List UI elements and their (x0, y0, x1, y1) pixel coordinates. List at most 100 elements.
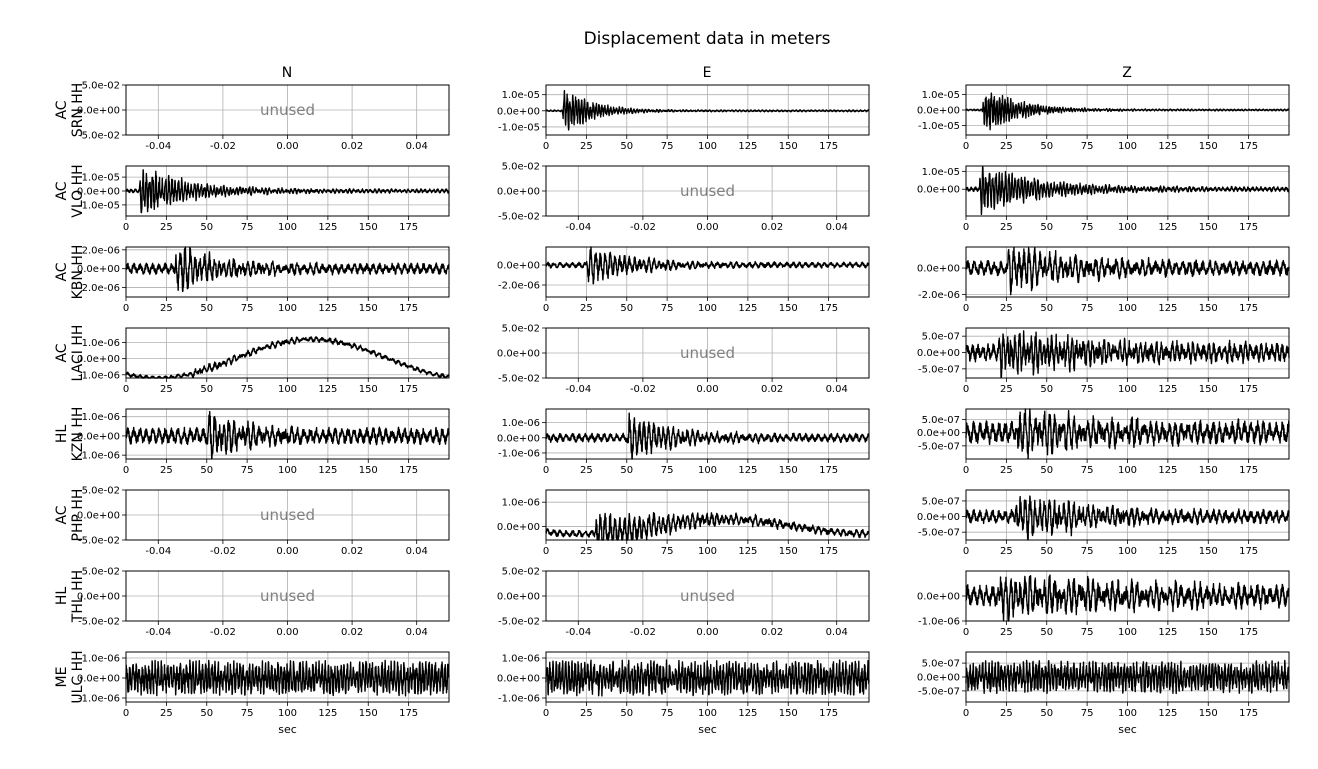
x-tick-label: 25 (1000, 627, 1013, 638)
seismogram-trace (965, 166, 1290, 216)
x-tick-label: 100 (278, 708, 297, 719)
seismogram-trace (545, 246, 870, 285)
y-tick-label: 0.0e+00 (497, 261, 540, 272)
x-tick-label: 150 (359, 222, 378, 233)
y-tick-label: 2.0e-06 (82, 245, 120, 256)
y-tick-label: 0.0e+00 (497, 674, 540, 685)
x-tick-label: 100 (698, 303, 717, 314)
x-tick-label: 25 (1000, 546, 1013, 557)
station-label-line: THL HH (70, 570, 86, 623)
x-tick-label: 25 (580, 141, 593, 152)
column-title-e: E (703, 65, 712, 81)
panel-z-4: 0 25 50 75 100 125 150 175 5.0e-07 0.0e+00 -5.0e-0… (917, 408, 1290, 476)
x-tick-label: 175 (1239, 303, 1258, 314)
panel-n-0: -0.04 -0.02 0.00 0.02 0.04 5.0e-02 0.0e+00 -5.0… (77, 81, 450, 152)
y-tick-label: 0.0e+00 (917, 512, 960, 523)
column-title-n: N (282, 65, 292, 81)
y-tick-label: -5.0e-07 (918, 364, 960, 375)
y-tick-label: -2.0e-06 (918, 290, 960, 301)
y-tick-label: -5.0e-07 (918, 528, 960, 539)
station-label-line: ME (54, 667, 70, 688)
y-tick-label: 5.0e-02 (82, 486, 120, 497)
x-tick-label: 25 (160, 384, 173, 395)
seismogram-trace (965, 659, 1290, 695)
panel-e-6: -0.04 -0.02 0.00 0.02 0.04 5.0e-02 0.0e+00 -5.0… (497, 567, 870, 638)
x-tick-label: 175 (399, 465, 418, 476)
x-tick-label: 150 (359, 303, 378, 314)
x-tick-label: 125 (1158, 708, 1177, 719)
x-tick-label: 0 (543, 708, 549, 719)
x-tick-label: 125 (738, 303, 757, 314)
x-tick-label: 125 (1158, 465, 1177, 476)
x-tick-label: 100 (278, 465, 297, 476)
x-tick-label: 75 (1081, 465, 1094, 476)
seismogram-trace (965, 574, 1290, 622)
seismogram-trace (125, 659, 450, 697)
x-tick-label: 150 (359, 708, 378, 719)
x-tick-label: 150 (1199, 708, 1218, 719)
x-tick-label: 0.04 (406, 141, 428, 152)
x-tick-label: 0.00 (696, 384, 718, 395)
x-tick-label: 50 (1040, 141, 1053, 152)
panel-z-5: 0 25 50 75 100 125 150 175 5.0e-07 0.0e+00 -5.0e-0… (917, 489, 1290, 557)
x-tick-label: 25 (160, 465, 173, 476)
x-tick-label: 175 (1239, 546, 1258, 557)
x-tick-label: 150 (779, 465, 798, 476)
y-tick-label: 5.0e-02 (82, 81, 120, 92)
x-tick-label: 75 (1081, 141, 1094, 152)
y-tick-label: 1.0e-05 (922, 167, 960, 178)
x-tick-label: 0 (123, 303, 129, 314)
x-tick-label: 125 (318, 222, 337, 233)
x-tick-label: 0 (543, 303, 549, 314)
x-tick-label: 50 (620, 141, 633, 152)
x-tick-label: 175 (1239, 384, 1258, 395)
y-tick-label: -5.0e-02 (498, 212, 540, 223)
x-tick-label: 0.02 (761, 627, 783, 638)
panel-frame (965, 489, 1290, 541)
x-tick-label: 75 (661, 303, 674, 314)
x-tick-label: 100 (698, 465, 717, 476)
panel-e-1: -0.04 -0.02 0.00 0.02 0.04 5.0e-02 0.0e+00 -5.0… (497, 162, 870, 233)
seismogram-trace (125, 169, 450, 214)
station-label-line: AC (54, 343, 70, 362)
x-tick-label: 0.04 (826, 384, 848, 395)
x-tick-label: 125 (1158, 303, 1177, 314)
x-tick-label: 50 (620, 546, 633, 557)
x-tick-label: 75 (1081, 627, 1094, 638)
y-tick-label: 0.0e+00 (917, 673, 960, 684)
x-tick-label: 0.04 (406, 546, 428, 557)
seismogram-trace (545, 511, 870, 541)
y-tick-label: 0.0e+00 (77, 592, 120, 603)
x-tick-label: 50 (200, 708, 213, 719)
x-tick-label: 175 (819, 465, 838, 476)
x-tick-label: 150 (1199, 222, 1218, 233)
panel-z-2: 0 25 50 75 100 125 150 175 0.0e+00 -2.0e-06 (917, 246, 1290, 314)
y-tick-label: 1.0e-06 (82, 338, 120, 349)
station-label-2: ACKBN HH (54, 245, 86, 300)
station-label-line: SRN HH (70, 83, 86, 138)
panel-frame (125, 165, 450, 217)
x-tick-label: 25 (160, 708, 173, 719)
y-tick-label: -1.0e-06 (498, 694, 540, 705)
unused-label: unused (260, 101, 315, 119)
x-tick-label: 0.02 (341, 627, 363, 638)
y-tick-label: 0.0e+00 (917, 264, 960, 275)
y-tick-label: 0.0e+00 (917, 185, 960, 196)
x-tick-label: 175 (399, 708, 418, 719)
y-tick-label: 5.0e-07 (922, 496, 960, 507)
x-tick-label: 100 (1118, 141, 1137, 152)
y-tick-label: 0.0e+00 (497, 592, 540, 603)
column-title-z: Z (1122, 65, 1132, 81)
x-tick-label: 175 (819, 708, 838, 719)
panel-e-3: -0.04 -0.02 0.00 0.02 0.04 5.0e-02 0.0e+00 -5.0… (497, 324, 870, 395)
panel-frame (545, 246, 870, 298)
x-tick-label: 25 (1000, 303, 1013, 314)
x-tick-label: 0.00 (276, 627, 298, 638)
x-tick-label: -0.02 (630, 384, 656, 395)
x-tick-label: -0.02 (630, 222, 656, 233)
x-tick-label: 25 (580, 708, 593, 719)
panel-n-5: -0.04 -0.02 0.00 0.02 0.04 5.0e-02 0.0e+00 -5.0… (77, 486, 450, 557)
y-tick-label: 0.0e+00 (917, 428, 960, 439)
x-tick-label: 75 (241, 465, 254, 476)
